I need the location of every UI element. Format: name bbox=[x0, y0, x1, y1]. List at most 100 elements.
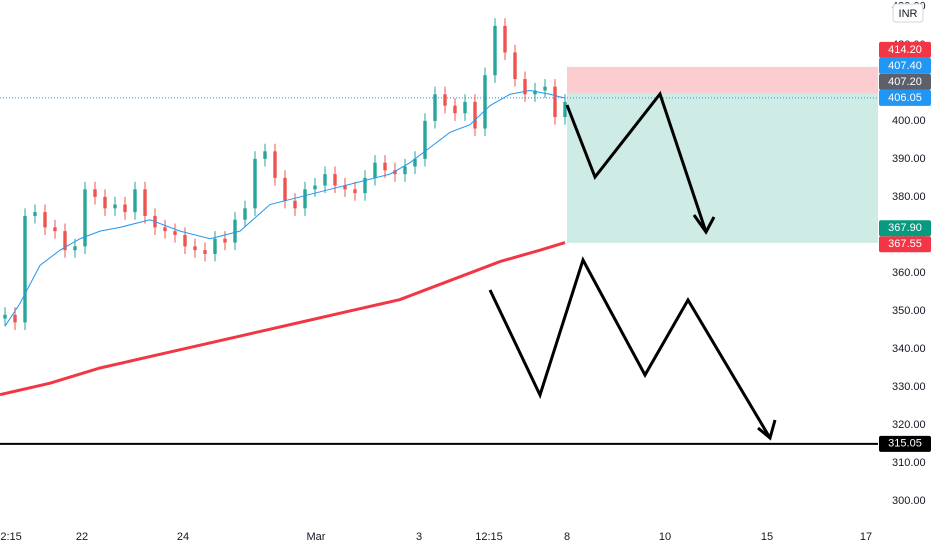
candle-body bbox=[93, 189, 97, 197]
candle-body bbox=[353, 189, 357, 194]
x-tick-label: 17 bbox=[860, 531, 872, 543]
candle-body bbox=[13, 314, 17, 323]
y-tick-label: 380.00 bbox=[892, 191, 926, 203]
arrow-path bbox=[565, 90, 708, 233]
candle-body bbox=[183, 234, 187, 247]
x-tick-label: 24 bbox=[177, 531, 189, 543]
x-tick-label: 3 bbox=[416, 531, 422, 543]
price-label: 315.05 bbox=[888, 438, 922, 450]
x-tick-label: 8 bbox=[564, 531, 570, 543]
candle-body bbox=[33, 212, 37, 216]
currency: INR bbox=[899, 8, 918, 20]
candle-body bbox=[283, 177, 287, 201]
candle-body bbox=[423, 120, 427, 159]
price-label: 406.05 bbox=[888, 92, 922, 104]
candle-body bbox=[463, 101, 467, 114]
candle-body bbox=[483, 75, 487, 129]
candle-body bbox=[413, 158, 417, 167]
candle-body bbox=[523, 79, 527, 95]
x-tick-label: 12:15 bbox=[0, 531, 22, 543]
candle-body bbox=[293, 200, 297, 209]
arrow-head bbox=[757, 419, 777, 441]
candle-body bbox=[23, 215, 27, 323]
price-label-box bbox=[879, 41, 931, 58]
candle-body bbox=[243, 208, 247, 220]
y-tick-label: 320.00 bbox=[892, 419, 926, 431]
candle-body bbox=[513, 52, 517, 80]
candle-body bbox=[333, 174, 337, 186]
price-label-box bbox=[879, 89, 931, 106]
price-label: 367.55 bbox=[888, 238, 922, 250]
candle-body bbox=[533, 90, 537, 95]
candle-body bbox=[303, 189, 307, 209]
drawing-arrows bbox=[488, 90, 777, 441]
candle-body bbox=[563, 101, 567, 118]
candle-body bbox=[553, 86, 557, 118]
price-label-box bbox=[879, 435, 931, 452]
arrow-head bbox=[692, 214, 716, 235]
price-label: 367.90 bbox=[888, 222, 922, 234]
candle-body bbox=[173, 231, 177, 235]
y-tick-label: 310.00 bbox=[892, 457, 926, 469]
candle-body bbox=[223, 238, 227, 243]
candle-body bbox=[503, 25, 507, 53]
x-tick-label: 10 bbox=[659, 531, 671, 543]
y-tick-label: 360.00 bbox=[892, 267, 926, 279]
candle-body bbox=[123, 204, 127, 213]
x-tick-label: 12:15 bbox=[475, 531, 503, 543]
moving-average bbox=[0, 241, 566, 397]
price-label-box bbox=[879, 73, 931, 90]
candle-body bbox=[133, 189, 137, 213]
price-label: 407.40 bbox=[888, 60, 922, 72]
y-tick-label: 340.00 bbox=[892, 343, 926, 355]
candle-body bbox=[313, 185, 317, 190]
candle-body bbox=[203, 250, 207, 254]
candle-body bbox=[103, 196, 107, 209]
price-label-box bbox=[879, 236, 931, 253]
candle-body bbox=[543, 86, 547, 91]
candle-body bbox=[163, 227, 167, 232]
x-tick-label: 22 bbox=[76, 531, 88, 543]
candle-body bbox=[143, 189, 147, 216]
candle-body bbox=[343, 185, 347, 190]
y-tick-label: 400.00 bbox=[892, 115, 926, 127]
candle-body bbox=[233, 219, 237, 243]
stop-zone bbox=[567, 66, 878, 94]
candle-body bbox=[493, 25, 497, 76]
candle-body bbox=[393, 170, 397, 175]
y-tick-label: 330.00 bbox=[892, 381, 926, 393]
candle-body bbox=[73, 246, 77, 251]
candle-body bbox=[373, 162, 377, 178]
price-label-box bbox=[879, 57, 931, 74]
y-tick-label: 350.00 bbox=[892, 305, 926, 317]
x-tick-label: Mar bbox=[307, 531, 326, 543]
candle-body bbox=[273, 151, 277, 178]
x-tick-label: 15 bbox=[761, 531, 773, 543]
candle-body bbox=[43, 212, 47, 228]
y-tick-label: 390.00 bbox=[892, 153, 926, 165]
candle-body bbox=[193, 246, 197, 251]
arrow-path bbox=[488, 256, 772, 439]
candle-body bbox=[253, 158, 257, 209]
candle-body bbox=[263, 151, 267, 159]
candle-body bbox=[383, 162, 387, 171]
candle-body bbox=[63, 231, 67, 251]
candle-body bbox=[433, 94, 437, 121]
price-label: 407.20 bbox=[888, 76, 922, 88]
candle-body bbox=[113, 204, 117, 209]
candle-body bbox=[363, 177, 367, 194]
candle-body bbox=[83, 189, 87, 247]
candle-body bbox=[473, 101, 477, 129]
price-label: 414.20 bbox=[888, 44, 922, 56]
candle-body bbox=[323, 174, 327, 186]
candle-body bbox=[213, 238, 217, 254]
target-zone bbox=[567, 93, 878, 243]
price-label-box bbox=[879, 220, 931, 237]
candle-body bbox=[403, 166, 407, 175]
y-tick-label: 300.00 bbox=[892, 495, 926, 507]
candle-body bbox=[453, 105, 457, 114]
moving-average bbox=[4, 89, 566, 327]
candle-body bbox=[443, 94, 447, 106]
currency-box bbox=[892, 3, 924, 23]
